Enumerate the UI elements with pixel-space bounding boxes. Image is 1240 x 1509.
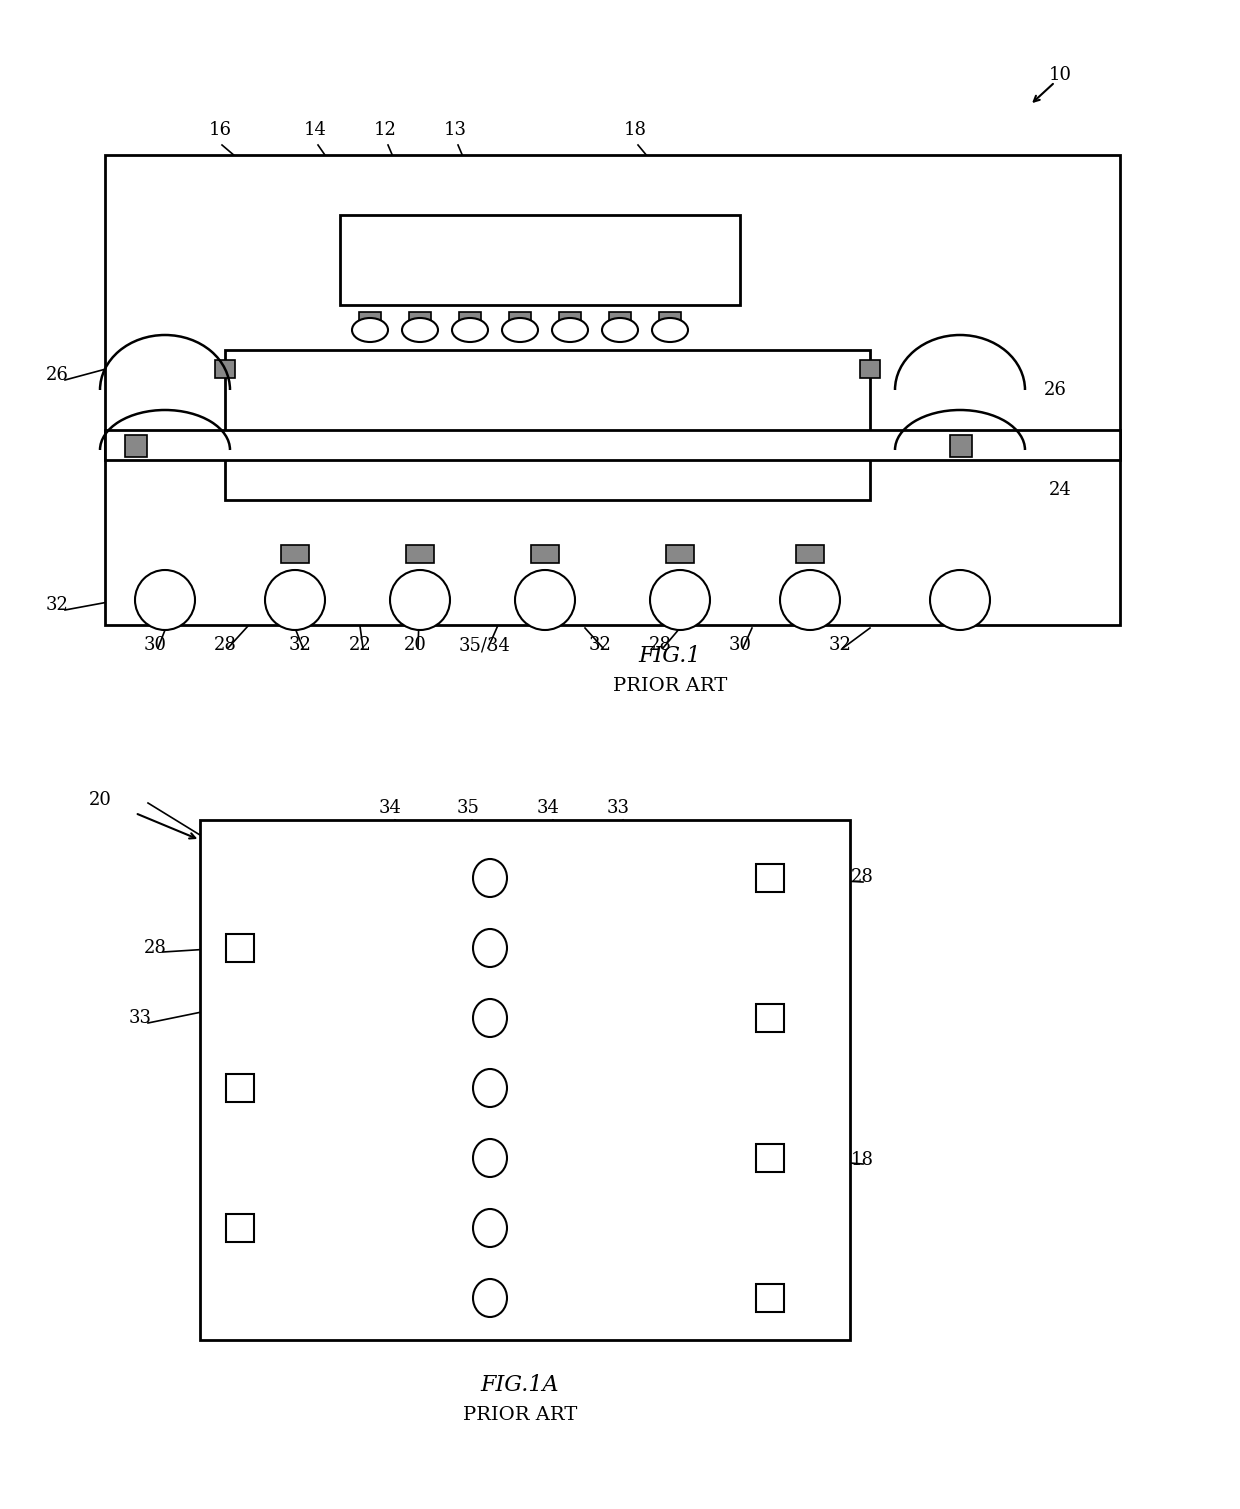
- Text: 18: 18: [624, 121, 646, 139]
- Text: 20: 20: [403, 635, 427, 653]
- Text: 32: 32: [289, 635, 311, 653]
- Text: 30: 30: [144, 635, 166, 653]
- Bar: [409, 312, 432, 326]
- Text: 32: 32: [828, 635, 852, 653]
- Circle shape: [265, 570, 325, 629]
- Ellipse shape: [552, 318, 588, 343]
- Text: 22: 22: [348, 635, 371, 653]
- Text: 18: 18: [851, 1151, 873, 1169]
- Bar: [950, 435, 972, 457]
- Text: 34: 34: [378, 798, 402, 816]
- Ellipse shape: [472, 1280, 507, 1317]
- Text: FIG.1: FIG.1: [639, 644, 702, 667]
- Bar: [559, 312, 582, 326]
- Bar: [756, 1284, 784, 1311]
- Text: 10: 10: [1049, 66, 1071, 85]
- Text: 14: 14: [304, 121, 326, 139]
- Bar: [658, 312, 681, 326]
- Text: 28: 28: [851, 868, 873, 886]
- Ellipse shape: [352, 318, 388, 343]
- Bar: [226, 934, 254, 963]
- Ellipse shape: [601, 318, 639, 343]
- Ellipse shape: [472, 1068, 507, 1108]
- Ellipse shape: [502, 318, 538, 343]
- Bar: [531, 545, 559, 563]
- Text: 24: 24: [1049, 481, 1071, 499]
- Ellipse shape: [472, 1209, 507, 1246]
- Bar: [226, 1215, 254, 1242]
- Ellipse shape: [472, 930, 507, 967]
- Bar: [105, 155, 1120, 625]
- Ellipse shape: [472, 1139, 507, 1177]
- Ellipse shape: [402, 318, 438, 343]
- Text: 34: 34: [537, 798, 559, 816]
- Text: 30: 30: [729, 635, 751, 653]
- Circle shape: [930, 570, 990, 629]
- Text: 33: 33: [606, 798, 630, 816]
- Text: 35/34: 35/34: [459, 635, 511, 653]
- Text: 12: 12: [373, 121, 397, 139]
- Ellipse shape: [453, 318, 489, 343]
- Bar: [200, 819, 849, 1340]
- Text: PRIOR ART: PRIOR ART: [463, 1406, 577, 1424]
- Bar: [360, 312, 381, 326]
- Text: 32: 32: [46, 596, 68, 614]
- Bar: [508, 312, 531, 326]
- Text: 20: 20: [88, 791, 112, 809]
- Circle shape: [135, 570, 195, 629]
- Bar: [340, 214, 740, 305]
- Bar: [125, 435, 148, 457]
- Text: 13: 13: [444, 121, 466, 139]
- Bar: [215, 361, 236, 377]
- Text: 28: 28: [144, 939, 166, 957]
- Bar: [861, 361, 880, 377]
- Text: PRIOR ART: PRIOR ART: [613, 678, 727, 696]
- Bar: [609, 312, 631, 326]
- Circle shape: [515, 570, 575, 629]
- Bar: [105, 430, 1120, 460]
- Text: 33: 33: [129, 1010, 151, 1028]
- Ellipse shape: [472, 999, 507, 1037]
- Circle shape: [391, 570, 450, 629]
- Bar: [459, 312, 481, 326]
- Bar: [756, 1003, 784, 1032]
- Ellipse shape: [652, 318, 688, 343]
- Bar: [756, 1144, 784, 1172]
- Bar: [666, 545, 694, 563]
- Bar: [224, 350, 870, 499]
- Text: 26: 26: [1044, 380, 1066, 398]
- Text: 35: 35: [456, 798, 480, 816]
- Bar: [756, 865, 784, 892]
- Bar: [226, 1074, 254, 1102]
- Bar: [796, 545, 825, 563]
- Text: 28: 28: [213, 635, 237, 653]
- Circle shape: [650, 570, 711, 629]
- Bar: [281, 545, 309, 563]
- Bar: [405, 545, 434, 563]
- Text: 16: 16: [208, 121, 232, 139]
- Text: 32: 32: [589, 635, 611, 653]
- Text: 28: 28: [649, 635, 671, 653]
- Circle shape: [780, 570, 839, 629]
- Text: FIG.1A: FIG.1A: [481, 1375, 559, 1396]
- Ellipse shape: [472, 859, 507, 896]
- Text: 26: 26: [46, 367, 68, 383]
